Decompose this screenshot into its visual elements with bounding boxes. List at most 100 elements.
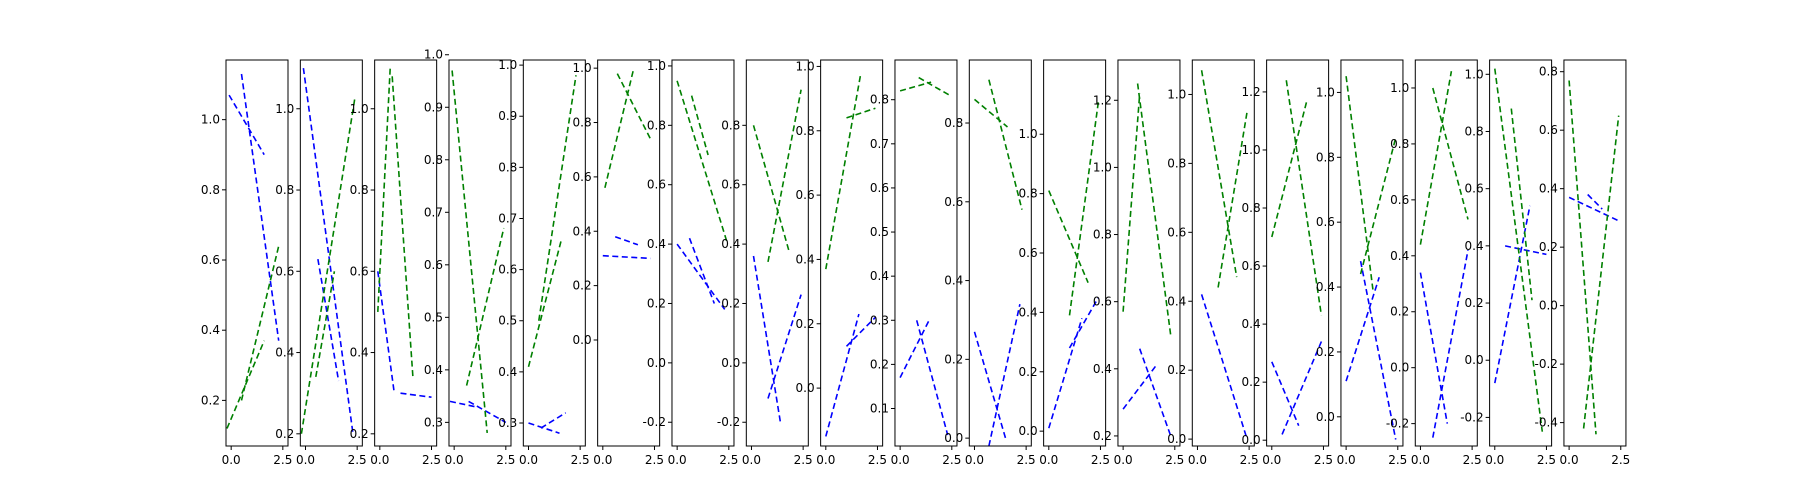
series-1-line [973, 331, 1007, 439]
y-tick-label: 0.0 [721, 356, 740, 370]
axes-frame [1563, 59, 1627, 447]
x-tick-label: 2.5 [422, 453, 441, 467]
y-tick-label: 0.8 [1093, 228, 1112, 242]
y-tick-label: 0.0 [1539, 299, 1558, 313]
series-2-line [226, 340, 265, 429]
x-tick-label: 0.0 [519, 453, 538, 467]
x-tick-label: 2.5 [1314, 453, 1333, 467]
series-2-line [465, 227, 505, 386]
y-tick-label: -0.2 [643, 415, 666, 429]
y-tick-label: 0.2 [1539, 240, 1558, 254]
series-1-line [1122, 364, 1157, 410]
y-tick-label: 0.2 [1390, 305, 1409, 319]
axes-frame [745, 59, 809, 447]
x-tick-label: 0.0 [742, 453, 761, 467]
series-1-line [767, 294, 802, 399]
x-tick-label: 0.0 [891, 453, 910, 467]
series-2-line [1136, 83, 1172, 336]
y-tick-label: 0.6 [1093, 295, 1112, 309]
y-tick-label: 0.4 [1465, 239, 1484, 253]
axes-frame [1489, 59, 1553, 447]
series-2-line [676, 80, 728, 242]
series-1-line [1359, 260, 1397, 440]
y-tick-label: 0.2 [1316, 345, 1335, 359]
y-tick-label: 0.8 [1390, 137, 1409, 151]
y-tick-label: 0.6 [1167, 225, 1186, 239]
series-2-line [1068, 101, 1100, 316]
y-tick-label: 0.6 [201, 253, 220, 267]
y-tick-label: -0.2 [717, 415, 740, 429]
series-1-line [1494, 205, 1531, 384]
series-1-line [1138, 348, 1172, 437]
y-tick-label: 0.6 [1242, 259, 1261, 273]
x-tick-label: 2.5 [719, 453, 738, 467]
panel-9: 0.0 2.50.00.20.40.60.81.0 [796, 59, 887, 467]
series-1-line [752, 255, 782, 423]
y-tick-label: 0.4 [350, 346, 369, 360]
y-tick-label: 0.6 [870, 181, 889, 195]
y-tick-label: 0.8 [350, 183, 369, 197]
y-tick-label: 1.0 [1316, 85, 1335, 99]
series-1-line [1432, 250, 1469, 438]
axes-frame [299, 59, 363, 447]
panel-19: 0.0 2.5 -0.4 -0.2 0.0 0.2 0.4 0.6 0.8 [1535, 59, 1630, 467]
y-tick-label: 0.2 [201, 393, 220, 407]
panel-13: 0.0 2.5 0.2 0.4 0.6 0.8 1.0 1.2 [1093, 59, 1184, 467]
series-2-line [527, 238, 563, 368]
panel-14: 0.0 2.5 0.0 0.2 0.4 0.6 0.8 1.0 [1167, 59, 1259, 467]
panel-3: 0.0 2.50.20.40.60.81.0 [350, 59, 441, 467]
panel-5: 0.0 2.5 0.3 0.4 0.5 0.6 0.7 0.8 0.9 1.0 [498, 58, 589, 467]
series-1-line [468, 400, 507, 424]
x-tick-label: 2.5 [571, 453, 590, 467]
y-tick-label: 0.0 [796, 381, 815, 395]
y-tick-label: -0.4 [1535, 416, 1558, 430]
y-tick-label: 0.0 [1390, 361, 1409, 375]
y-tick-label: -0.2 [1386, 417, 1409, 431]
series-1-line [1200, 294, 1248, 440]
x-tick-label: 2.5 [1091, 453, 1110, 467]
series-2-line [1359, 137, 1397, 275]
axes-frame [597, 59, 661, 447]
series-2-line [1432, 87, 1469, 220]
series-1-line [240, 73, 280, 341]
y-tick-label: 0.6 [944, 195, 963, 209]
y-tick-label: 0.7 [498, 211, 517, 225]
series-2-line [752, 125, 790, 251]
y-tick-label: 0.8 [275, 183, 294, 197]
panel-18: 0.0 2.5-0.20.00.20.40.60.81.0 [1460, 59, 1556, 467]
panel-6: 0.0 2.50.00.20.40.60.81.0 [573, 59, 664, 467]
x-tick-label: 2.5 [348, 453, 367, 467]
series-1-line [1419, 272, 1449, 424]
y-tick-label: 0.6 [1465, 182, 1484, 196]
y-tick-label: -0.2 [1460, 410, 1483, 424]
x-tick-label: 2.5 [1537, 453, 1556, 467]
y-tick-label: 1.0 [350, 102, 369, 116]
y-tick-label: 0.2 [350, 427, 369, 441]
y-tick-label: 0.4 [721, 237, 740, 251]
y-tick-label: 0.4 [647, 237, 666, 251]
y-tick-label: 0.2 [1465, 296, 1484, 310]
series-1-line [528, 422, 560, 434]
y-tick-label: 1.0 [275, 102, 294, 116]
y-tick-label: 0.4 [1390, 249, 1409, 263]
series-1-line [1587, 193, 1603, 210]
series-1-line [400, 392, 432, 398]
y-tick-label: 0.8 [1019, 187, 1038, 201]
y-tick-label: 0.2 [573, 279, 592, 293]
axes-frame [1191, 59, 1255, 447]
series-2-line [825, 72, 862, 270]
panel-1: 0.0 2.5 0.2 0.4 0.6 0.8 1.0 [201, 59, 292, 467]
y-tick-label: 1.0 [1390, 81, 1409, 95]
y-tick-label: 0.0 [1316, 410, 1335, 424]
y-tick-label: 0.3 [870, 313, 889, 327]
series-1-line [449, 400, 475, 408]
series-2-line [1200, 70, 1238, 278]
x-tick-label: 0.0 [445, 453, 464, 467]
panel-10: 0.0 2.5 0.1 0.2 0.3 0.4 0.5 0.6 0.7 0.8 [870, 59, 961, 467]
y-tick-label: 0.2 [796, 317, 815, 331]
series-2-line [538, 75, 577, 321]
panel-4: 0.0 2.5 0.3 0.4 0.5 0.6 0.7 0.8 0.9 1.0 [424, 48, 515, 467]
y-tick-label: 0.6 [796, 188, 815, 202]
y-tick-label: 0.0 [573, 333, 592, 347]
